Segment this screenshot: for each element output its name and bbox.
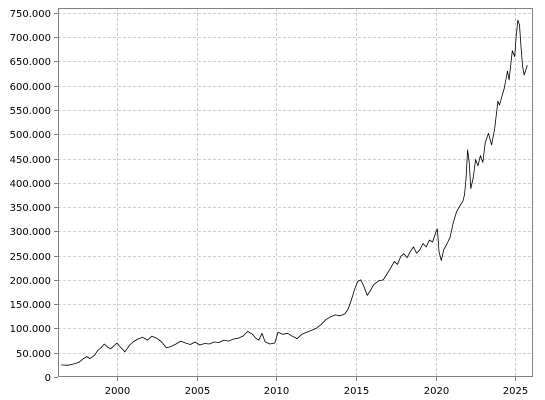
- y-tick-label: 250.000: [10, 252, 51, 263]
- x-tick-label: 2000: [105, 386, 130, 397]
- y-tick-label: 100.000: [10, 324, 51, 335]
- y-tick-label: 0: [45, 373, 51, 384]
- axis-ticks: [54, 13, 516, 381]
- y-tick-label: 500.000: [10, 130, 51, 141]
- y-tick-label: 50.000: [16, 349, 51, 360]
- y-tick-label: 450.000: [10, 155, 51, 166]
- y-tick-label: 700.000: [10, 33, 51, 44]
- grid-lines: [58, 8, 533, 377]
- y-tick-label: 550.000: [10, 106, 51, 117]
- y-tick-label: 300.000: [10, 227, 51, 238]
- x-tick-label: 2020: [424, 386, 449, 397]
- x-tick-label: 2025: [503, 386, 528, 397]
- y-tick-label: 200.000: [10, 276, 51, 287]
- y-tick-label: 750.000: [10, 9, 51, 20]
- y-tick-label: 600.000: [10, 82, 51, 93]
- x-tick-label: 2010: [264, 386, 289, 397]
- y-tick-label: 650.000: [10, 57, 51, 68]
- x-tick-label: 2005: [185, 386, 210, 397]
- tick-labels: 0 50.000 100.000 150.000 200.000 250.000 300.0…: [10, 9, 529, 397]
- x-tick-label: 2015: [344, 386, 369, 397]
- y-tick-label: 400.000: [10, 179, 51, 190]
- series-layer: [61, 19, 528, 366]
- plot-area-frame: [58, 8, 533, 377]
- y-tick-label: 350.000: [10, 203, 51, 214]
- y-tick-label: 150.000: [10, 300, 51, 311]
- series-line: [61, 19, 528, 366]
